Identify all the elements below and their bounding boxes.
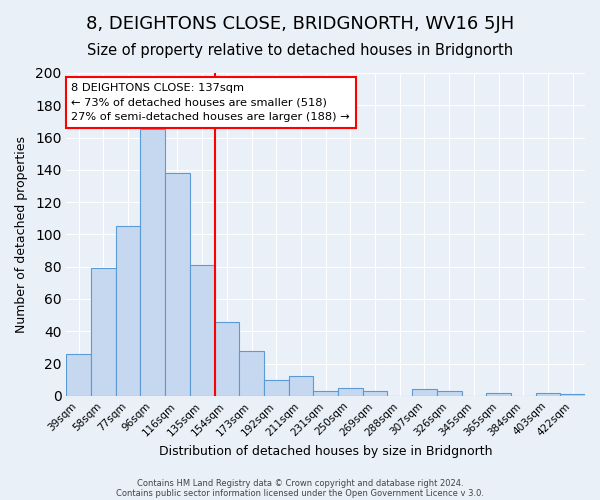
X-axis label: Distribution of detached houses by size in Bridgnorth: Distribution of detached houses by size … xyxy=(159,444,493,458)
Bar xyxy=(264,380,289,396)
Bar xyxy=(289,376,313,396)
Bar xyxy=(560,394,585,396)
Bar xyxy=(313,391,338,396)
Y-axis label: Number of detached properties: Number of detached properties xyxy=(15,136,28,333)
Bar xyxy=(239,350,264,396)
Bar xyxy=(91,268,116,396)
Text: 8 DEIGHTONS CLOSE: 137sqm
← 73% of detached houses are smaller (518)
27% of semi: 8 DEIGHTONS CLOSE: 137sqm ← 73% of detac… xyxy=(71,82,350,122)
Bar xyxy=(536,392,560,396)
Text: Size of property relative to detached houses in Bridgnorth: Size of property relative to detached ho… xyxy=(87,42,513,58)
Bar xyxy=(165,173,190,396)
Text: 8, DEIGHTONS CLOSE, BRIDGNORTH, WV16 5JH: 8, DEIGHTONS CLOSE, BRIDGNORTH, WV16 5JH xyxy=(86,15,514,33)
Bar xyxy=(363,391,388,396)
Bar xyxy=(215,322,239,396)
Bar xyxy=(140,130,165,396)
Bar xyxy=(338,388,363,396)
Text: Contains public sector information licensed under the Open Government Licence v : Contains public sector information licen… xyxy=(116,488,484,498)
Text: Contains HM Land Registry data © Crown copyright and database right 2024.: Contains HM Land Registry data © Crown c… xyxy=(137,478,463,488)
Bar xyxy=(412,390,437,396)
Bar xyxy=(486,392,511,396)
Bar xyxy=(437,391,461,396)
Bar xyxy=(116,226,140,396)
Bar xyxy=(67,354,91,396)
Bar xyxy=(190,265,215,396)
